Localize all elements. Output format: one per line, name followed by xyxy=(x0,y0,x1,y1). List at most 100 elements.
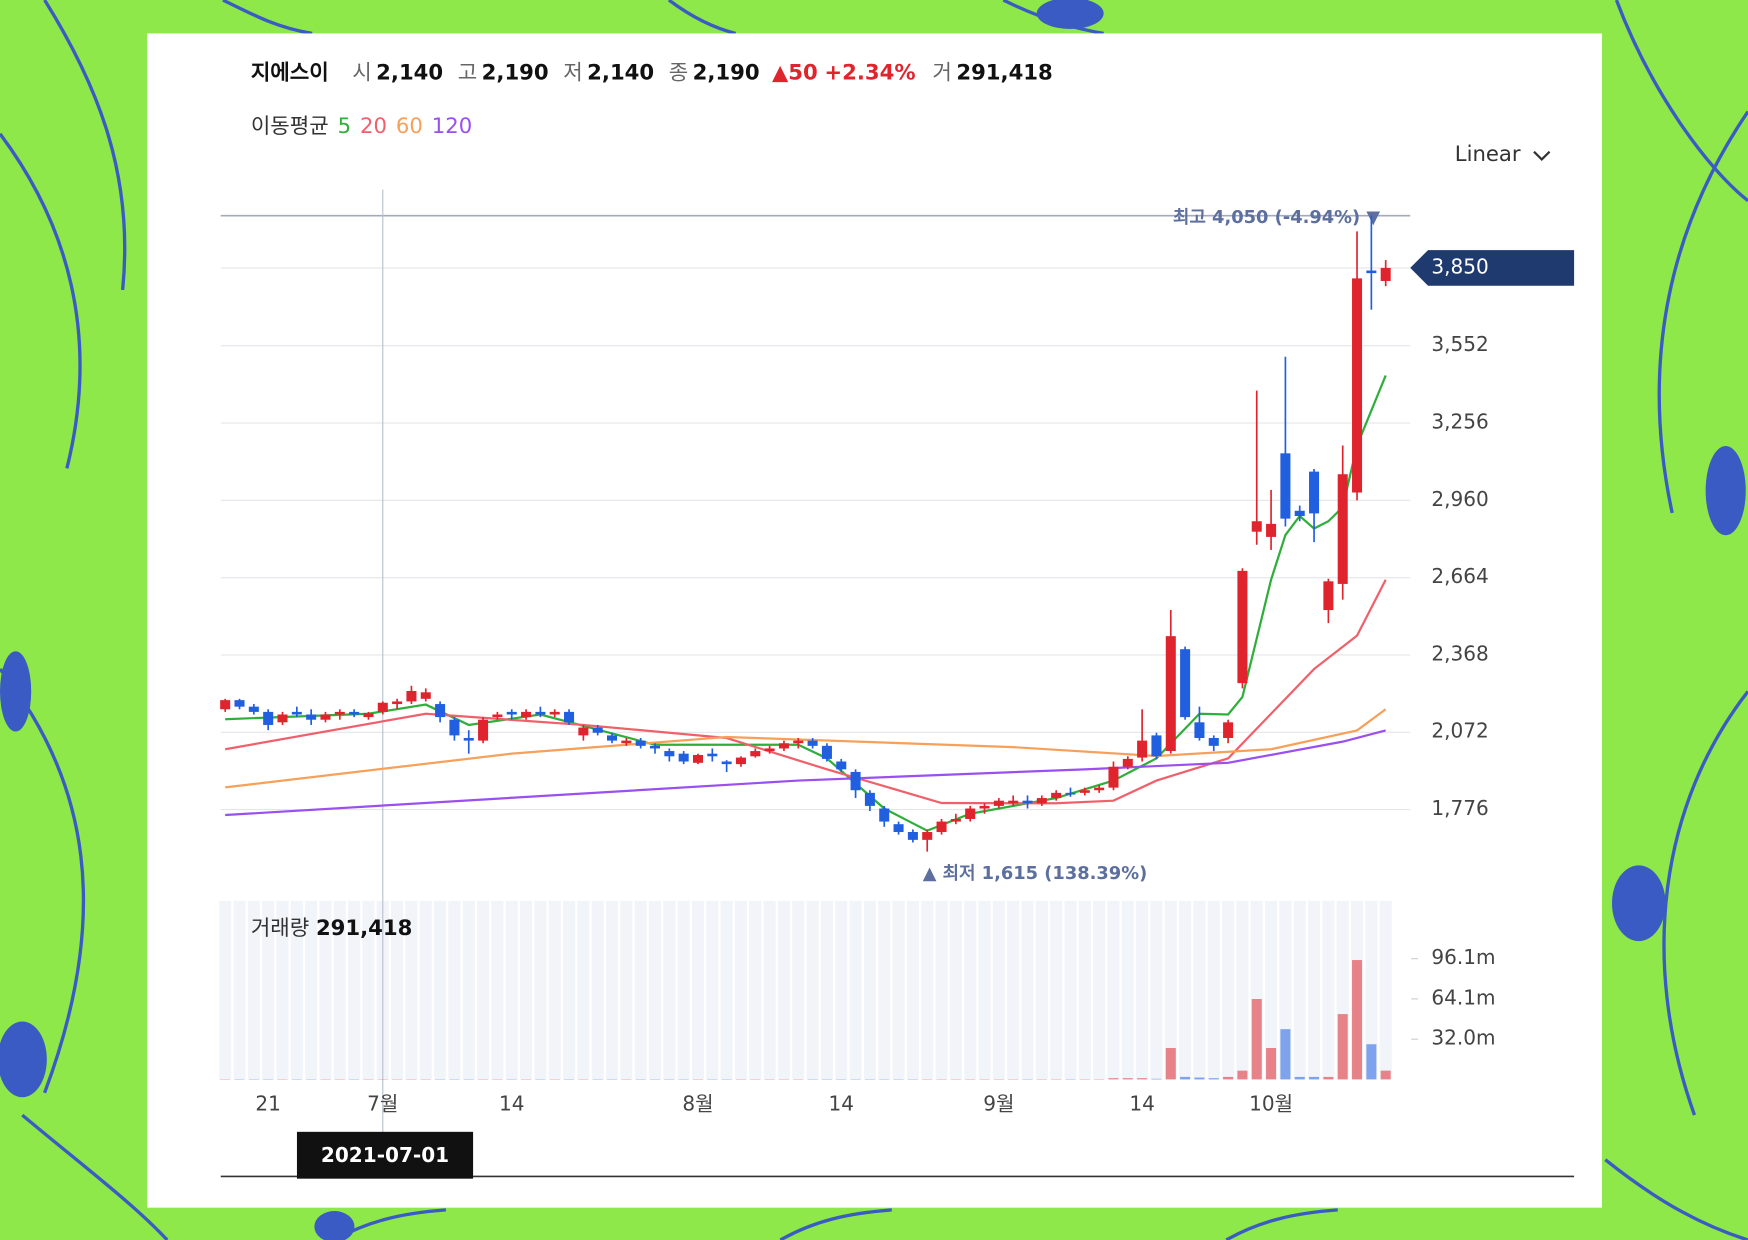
candle-body xyxy=(1380,267,1391,281)
candle-body xyxy=(1294,510,1305,517)
volume-bar xyxy=(1323,1076,1334,1080)
stock-name: 지에스이 xyxy=(251,60,329,85)
volume-tick-label: 64.1m xyxy=(1431,985,1495,1009)
candle-body xyxy=(535,711,546,715)
y-tick-label: 1,776 xyxy=(1431,796,1488,820)
candle-body xyxy=(564,711,575,723)
candle-body xyxy=(1337,474,1348,584)
x-tick-label: 21 xyxy=(255,1092,281,1116)
candle-body xyxy=(449,719,460,736)
volume-column-bg xyxy=(648,901,662,1080)
volume-column-bg xyxy=(1121,901,1134,1080)
volume-column-bg xyxy=(405,901,418,1080)
volume-column-bg xyxy=(1236,901,1249,1080)
current-price-label: 3,850 xyxy=(1431,254,1488,278)
volume-column-bg xyxy=(1136,901,1149,1080)
candle-body xyxy=(435,704,446,718)
candle-body xyxy=(807,740,818,746)
volume-column-bg xyxy=(1207,901,1220,1080)
volume-column-bg xyxy=(777,901,790,1080)
volume-column-bg xyxy=(964,901,977,1080)
volume-bar xyxy=(1294,1076,1305,1080)
volume-column-bg xyxy=(348,901,361,1080)
scale-selector[interactable]: Linear xyxy=(1455,141,1551,166)
volume-column-bg xyxy=(1150,901,1163,1080)
volume-column-bg xyxy=(1308,901,1321,1080)
volume-bar xyxy=(1251,999,1262,1080)
candle-body xyxy=(463,738,474,741)
volume-column-bg xyxy=(520,901,533,1080)
volume-bar xyxy=(1165,1048,1176,1080)
crosshair-date-box xyxy=(296,1131,474,1179)
volume-column-bg xyxy=(691,901,705,1080)
volume-column-bg xyxy=(391,901,404,1080)
candle-body xyxy=(392,701,403,705)
candle-body xyxy=(592,727,603,733)
candle-body xyxy=(1022,800,1033,804)
ma-legend-item: 20 xyxy=(360,113,387,138)
volume-column-bg xyxy=(1021,901,1034,1080)
candle-body xyxy=(334,711,345,715)
volume-column-bg xyxy=(706,901,719,1080)
volume-bar xyxy=(1151,1078,1162,1080)
volume-column-bg xyxy=(620,901,633,1080)
volume-column-bg xyxy=(290,901,303,1080)
candle-body xyxy=(291,711,302,715)
volume-bar xyxy=(1223,1076,1234,1080)
candle-body xyxy=(1079,790,1090,793)
volume-column-bg xyxy=(1093,901,1106,1080)
candle-body xyxy=(506,711,517,715)
ma-legend-item: 60 xyxy=(396,113,423,138)
volume-column-bg xyxy=(935,901,948,1080)
volume-column-bg xyxy=(1107,901,1120,1080)
candle-body xyxy=(1266,523,1277,537)
candle-body xyxy=(234,700,245,707)
candle-body xyxy=(277,714,288,723)
volume-bar xyxy=(1280,1029,1291,1080)
volume-bar xyxy=(1194,1077,1205,1080)
candle-body xyxy=(521,711,532,718)
candle-body xyxy=(549,711,560,715)
volume-column-bg xyxy=(362,901,375,1080)
volume-column-bg xyxy=(419,901,432,1080)
scale-label[interactable]: Linear xyxy=(1455,141,1521,166)
candle-body xyxy=(893,824,904,833)
volume-column-bg xyxy=(677,901,690,1080)
volume-column-bg xyxy=(720,901,733,1080)
volume-column-bg xyxy=(878,901,891,1080)
value: 2,190 xyxy=(693,60,760,85)
volume-bar xyxy=(1266,1048,1277,1080)
volume-column-bg xyxy=(1365,901,1378,1080)
volume-column-bg xyxy=(491,901,504,1080)
candle-body xyxy=(836,761,847,770)
candle-body xyxy=(578,727,589,736)
candle-body xyxy=(1151,735,1162,757)
candle-body xyxy=(492,714,503,718)
volume-column-bg xyxy=(548,901,561,1080)
candle-body xyxy=(692,754,704,763)
volume-column-bg xyxy=(1035,901,1048,1080)
candle-body xyxy=(621,740,632,744)
volume-column-bg xyxy=(663,901,676,1080)
candle-body xyxy=(406,690,417,702)
volume-column-bg xyxy=(448,901,461,1080)
change: ▲50 xyxy=(772,60,818,85)
volume-column-bg xyxy=(305,901,318,1080)
y-tick-label: 3,552 xyxy=(1431,332,1488,356)
low-annotation: ▲ 최저 1,615 (138.39%) xyxy=(923,863,1147,884)
chevron[interactable] xyxy=(1533,150,1551,162)
volume-bar xyxy=(1208,1078,1219,1080)
volume-bar xyxy=(1309,1076,1320,1080)
value: 2,190 xyxy=(482,60,549,85)
volume-column-bg xyxy=(333,901,346,1080)
candle-body xyxy=(965,808,976,819)
candle-body xyxy=(993,800,1004,806)
x-tick-label: 10월 xyxy=(1249,1092,1293,1116)
candle-body xyxy=(1237,570,1248,684)
volume-column-bg xyxy=(505,901,518,1080)
volume-column-bg xyxy=(1078,901,1091,1080)
volume-bar xyxy=(1352,960,1363,1080)
high-annotation: 최고 4,050 (-4.94%) ▼ xyxy=(1173,207,1380,228)
